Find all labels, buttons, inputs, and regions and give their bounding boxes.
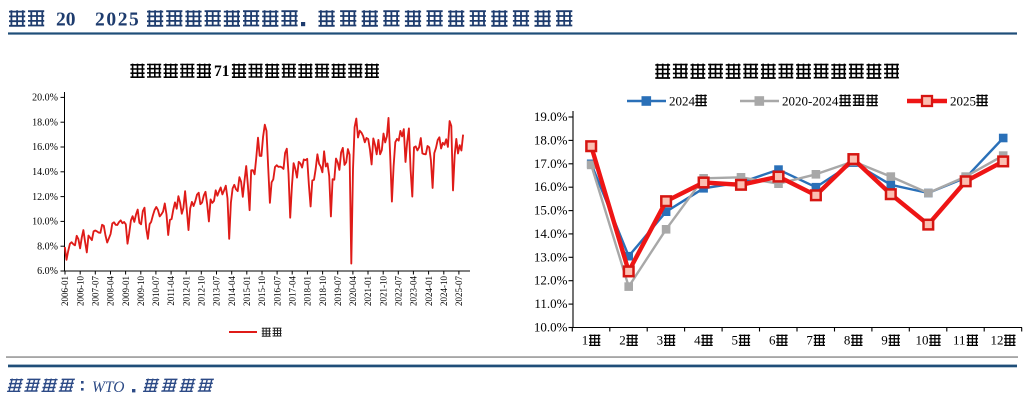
svg-text:3: 3 [657,333,664,348]
svg-text:2021-10: 2021-10 [378,276,388,306]
svg-text:5: 5 [732,333,739,348]
svg-text:2025-07: 2025-07 [454,276,464,306]
svg-text:2019-07: 2019-07 [333,276,343,306]
svg-text:2020-2024: 2020-2024 [782,94,839,109]
svg-text:11.0%: 11.0% [534,296,567,311]
svg-text:2015-10: 2015-10 [257,276,267,306]
svg-text:12.0%: 12.0% [534,273,568,288]
svg-text:1: 1 [582,333,589,348]
svg-text:2009-10: 2009-10 [136,276,146,306]
svg-text:16.0%: 16.0% [32,142,58,153]
svg-text:2008-04: 2008-04 [106,276,116,306]
svg-text:16.0%: 16.0% [534,179,568,194]
svg-text:2015-01: 2015-01 [242,276,252,306]
svg-text:2009-01: 2009-01 [121,276,131,306]
svg-text:2010-07: 2010-07 [151,276,161,306]
svg-text:14.0%: 14.0% [32,167,58,178]
svg-text:12: 12 [991,333,1004,348]
svg-text:20: 20 [56,10,76,31]
svg-text:7: 7 [806,333,813,348]
svg-text:2024-01: 2024-01 [424,276,434,306]
svg-text:6: 6 [769,333,776,348]
svg-text:18.0%: 18.0% [32,117,58,128]
svg-text:2016-07: 2016-07 [272,276,282,306]
svg-text:2012-01: 2012-01 [181,276,191,306]
svg-text:10.0%: 10.0% [534,320,568,335]
svg-text:2013-07: 2013-07 [212,276,222,306]
svg-text:2: 2 [619,333,626,348]
svg-text:71: 71 [214,63,230,80]
svg-text:2018-01: 2018-01 [303,276,313,306]
svg-text:2025: 2025 [95,10,140,31]
svg-text:9: 9 [881,333,888,348]
svg-text:18.0%: 18.0% [534,132,568,147]
svg-text:2022-07: 2022-07 [394,276,404,306]
svg-text:2024: 2024 [669,94,696,109]
svg-text:2018-10: 2018-10 [318,276,328,306]
svg-text:2017-04: 2017-04 [287,276,297,306]
svg-text:10: 10 [916,333,929,348]
svg-text:14.0%: 14.0% [534,226,568,241]
svg-text:8: 8 [844,333,851,348]
svg-text:13.0%: 13.0% [534,249,568,264]
svg-text:2011-04: 2011-04 [166,276,176,306]
svg-text:17.0%: 17.0% [534,156,568,171]
svg-text:12.0%: 12.0% [32,192,58,203]
svg-text:8.0%: 8.0% [37,241,58,252]
svg-text:4: 4 [694,333,701,348]
svg-text:2006-01: 2006-01 [60,276,70,306]
svg-text:2007-07: 2007-07 [91,276,101,306]
svg-text:WTO: WTO [92,379,124,396]
svg-text:2014-04: 2014-04 [227,276,237,306]
svg-text:2021-01: 2021-01 [363,276,373,306]
svg-text:19.0%: 19.0% [534,109,568,124]
svg-text:11: 11 [953,333,966,348]
svg-text:2024-10: 2024-10 [439,276,449,306]
svg-text:2012-10: 2012-10 [197,276,207,306]
svg-text:20.0%: 20.0% [32,93,58,104]
svg-text:2025: 2025 [950,94,976,109]
svg-text:2006-10: 2006-10 [75,276,85,306]
svg-text:10.0%: 10.0% [32,217,58,228]
svg-text:15.0%: 15.0% [534,203,568,218]
svg-text:2020-04: 2020-04 [348,276,358,306]
svg-text:6.0%: 6.0% [37,266,58,277]
svg-text:2023-04: 2023-04 [409,276,419,306]
